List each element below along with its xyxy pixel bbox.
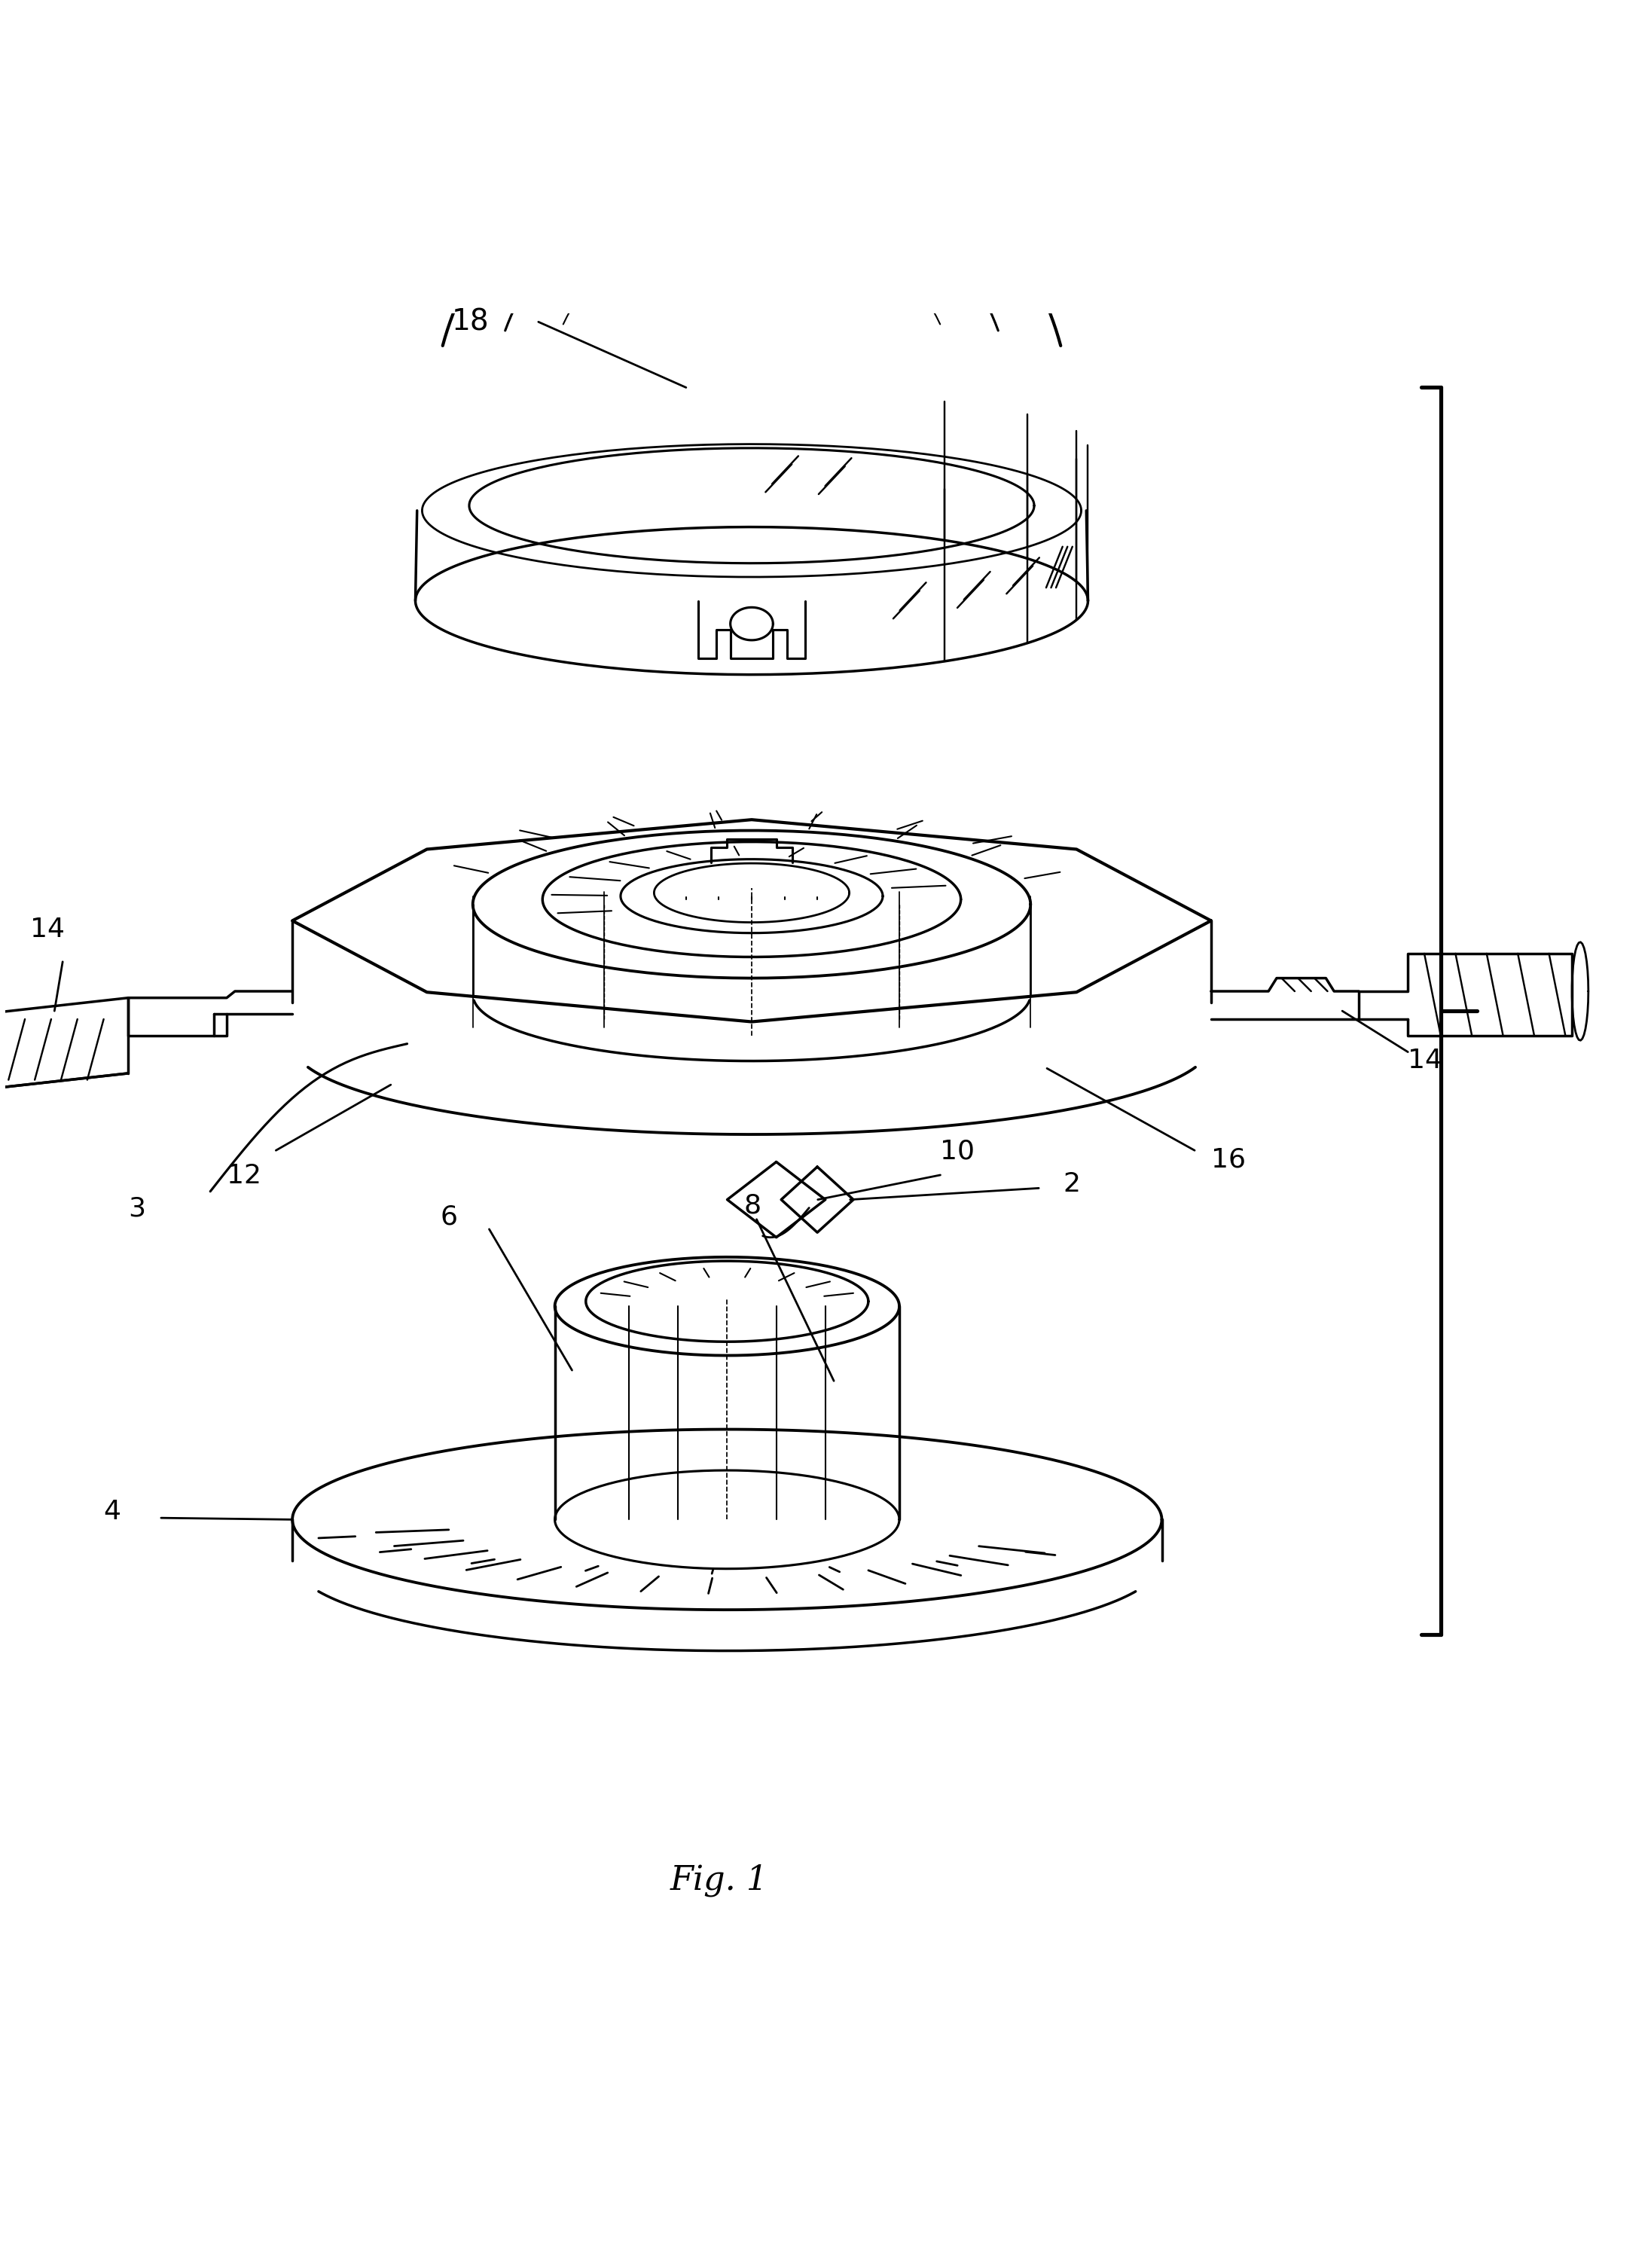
Text: 6: 6 xyxy=(439,1204,457,1229)
Text: 14: 14 xyxy=(30,916,64,943)
Text: 18: 18 xyxy=(452,308,489,336)
Text: Fig. 1: Fig. 1 xyxy=(670,1864,768,1896)
Text: 10: 10 xyxy=(941,1139,976,1163)
Text: 3: 3 xyxy=(129,1195,145,1220)
Text: 12: 12 xyxy=(226,1163,261,1188)
Text: 2: 2 xyxy=(1063,1170,1081,1198)
Text: 4: 4 xyxy=(104,1499,121,1524)
Text: 8: 8 xyxy=(743,1193,761,1218)
Text: 16: 16 xyxy=(1212,1148,1245,1173)
Text: 14: 14 xyxy=(1408,1048,1443,1073)
